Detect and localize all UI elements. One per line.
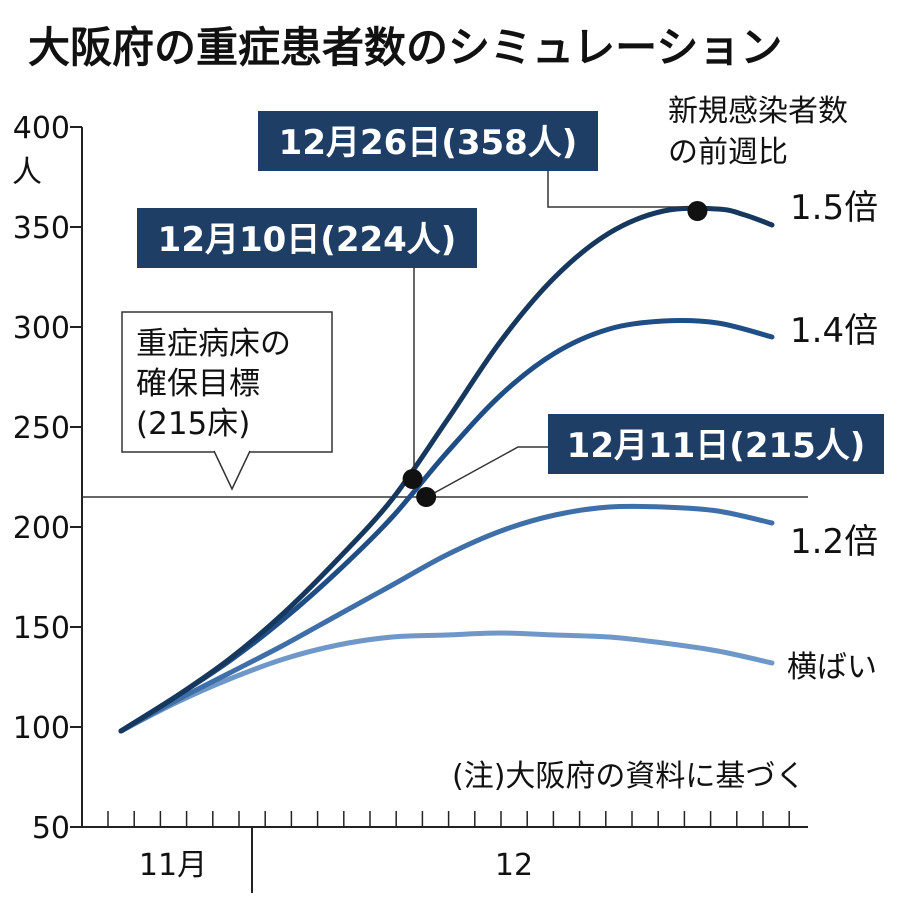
callout-label: 12月26日(358人) bbox=[279, 123, 578, 163]
data-point bbox=[402, 469, 423, 489]
y-unit-label: 人 bbox=[12, 155, 42, 190]
series-label: 1.4倍 bbox=[790, 311, 878, 351]
callout-box bbox=[258, 111, 598, 171]
legend-title-line-2: の前週比 bbox=[668, 135, 788, 170]
series-line bbox=[118, 503, 775, 734]
series-label: 横ばい bbox=[787, 650, 877, 685]
source-note: (注)大阪府の資料に基づく bbox=[452, 759, 805, 794]
x-tick-label: 11月 bbox=[139, 848, 207, 883]
y-tick-label: 200 bbox=[13, 511, 70, 546]
y-tick-label: 400 bbox=[13, 111, 70, 146]
y-tick-label: 100 bbox=[13, 711, 70, 746]
data-point bbox=[416, 487, 437, 507]
callout-box bbox=[548, 414, 884, 474]
x-tick-label: 12 bbox=[495, 848, 533, 883]
callout-box bbox=[137, 208, 477, 268]
target-text-line-2: 確保目標 bbox=[136, 366, 260, 402]
target-text-line-1: 重症病床の bbox=[136, 326, 291, 362]
series-label: 1.2倍 bbox=[790, 522, 878, 562]
y-tick-label: 350 bbox=[13, 211, 70, 246]
y-tick-label: 50 bbox=[32, 811, 70, 846]
legend-title-line-1: 新規感染者数 bbox=[668, 94, 848, 129]
y-tick-label: 300 bbox=[13, 311, 70, 346]
series-label: 1.5倍 bbox=[790, 188, 878, 228]
callout-leader bbox=[433, 446, 548, 494]
callout-label: 12月10日(224人) bbox=[158, 220, 457, 260]
plot-area: 400 350 300 250 200 150 100 50 11月 12 bbox=[13, 111, 808, 893]
callout-leader bbox=[547, 171, 688, 208]
callout-label: 12月11日(215人) bbox=[567, 426, 866, 466]
data-point bbox=[687, 201, 708, 221]
target-annotation: 重症病床の 確保目標 (215床) bbox=[121, 311, 333, 491]
target-pointer bbox=[213, 450, 251, 491]
y-tick-label: 250 bbox=[13, 411, 70, 446]
series-line bbox=[118, 630, 775, 734]
point-layer: 12月10日(224人) 12月11日(215人) 12月26日(358人) bbox=[137, 111, 884, 507]
target-text-line-3: (215床) bbox=[136, 406, 250, 442]
y-tick-label: 150 bbox=[13, 611, 70, 646]
chart-title: 大阪府の重症患者数のシミュレーション bbox=[28, 23, 782, 72]
